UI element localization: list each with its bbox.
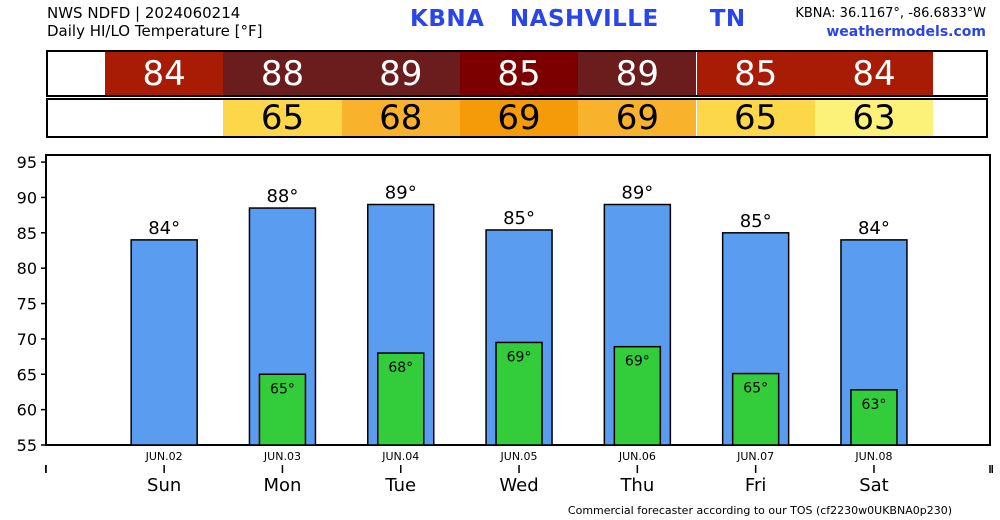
high-cell-wed: 85 <box>459 52 579 95</box>
date-label-fri: JUN.07 <box>736 450 774 463</box>
footer-note: Commercial forecaster according to our T… <box>567 504 952 517</box>
low-bar-label-thu: 69° <box>625 354 650 370</box>
high-bar-sun <box>130 239 198 446</box>
high-cell-fri: 85 <box>696 52 815 95</box>
date-label-sat: JUN.08 <box>854 450 892 463</box>
high-bar-label-wed: 85° <box>503 208 535 229</box>
date-label-thu: JUN.06 <box>618 450 656 463</box>
low-bar-fri <box>731 372 780 446</box>
high-temp-row: 84 88 89 85 89 85 84 <box>46 50 988 97</box>
site-link[interactable]: weathermodels.com <box>826 24 986 40</box>
high-bar-label-sun: 84° <box>148 218 180 239</box>
high-cell-thu: 89 <box>578 52 697 95</box>
low-cell-mon: 65 <box>223 98 342 138</box>
y-tick-label: 90 <box>17 188 37 207</box>
y-tick-label: 85 <box>17 224 37 243</box>
low-bar-label-mon: 65° <box>270 381 295 397</box>
day-label-sun: Sun <box>147 475 181 496</box>
date-label-tue: JUN.04 <box>381 450 419 463</box>
high-bar-label-sat: 84° <box>858 218 890 239</box>
low-bar-label-tue: 68° <box>388 360 413 376</box>
low-cell-tue: 68 <box>341 98 460 138</box>
low-bar-mon <box>258 373 307 446</box>
day-label-fri: Fri <box>745 475 766 496</box>
high-cell-tue: 89 <box>341 52 460 95</box>
model-run-label: NWS NDFD | 2024060214 <box>47 4 241 22</box>
header-right: KBNA: 36.1167°, -86.6833°W weathermodels… <box>795 5 986 41</box>
low-bar-label-fri: 65° <box>743 381 768 397</box>
high-cell-sun: 84 <box>105 52 224 95</box>
low-bar-thu <box>613 345 662 446</box>
high-bar-label-fri: 85° <box>740 211 772 232</box>
station-title: KBNA NASHVILLE TN <box>410 6 746 32</box>
y-tick-label: 60 <box>17 401 37 420</box>
y-tick-label: 55 <box>17 436 37 455</box>
high-cell-sat: 84 <box>814 52 934 95</box>
high-cell-mon: 88 <box>223 52 342 95</box>
y-tick-label: 95 <box>17 153 37 172</box>
low-bar-label-wed: 69° <box>507 349 532 365</box>
y-tick-label: 75 <box>17 295 37 314</box>
low-cell-thu: 69 <box>578 98 697 138</box>
header-left: NWS NDFD | 2024060214 Daily HI/LO Temper… <box>47 4 263 40</box>
low-cell-fri: 65 <box>696 98 815 138</box>
y-tick-label: 70 <box>17 330 37 349</box>
high-bar-label-tue: 89° <box>385 183 417 204</box>
low-bar-label-sat: 63° <box>862 397 887 413</box>
low-cell-wed: 69 <box>459 98 579 138</box>
y-tick-label: 80 <box>17 259 37 278</box>
date-label-sun: JUN.02 <box>145 450 183 463</box>
low-cell-sat: 63 <box>814 98 934 138</box>
day-label-thu: Thu <box>619 475 654 496</box>
date-label-wed: JUN.05 <box>500 450 538 463</box>
station-coordinates: KBNA: 36.1167°, -86.6833°W <box>795 6 986 21</box>
low-bar-wed <box>495 341 543 446</box>
high-bar-label-mon: 88° <box>266 186 298 207</box>
high-bar-label-thu: 89° <box>621 183 653 204</box>
day-label-wed: Wed <box>499 475 538 496</box>
day-label-mon: Mon <box>263 475 301 496</box>
date-label-mon: JUN.03 <box>263 450 301 463</box>
low-temp-row: 65 68 69 69 65 63 <box>46 98 988 138</box>
day-label-tue: Tue <box>384 475 416 496</box>
day-label-sat: Sat <box>859 475 889 496</box>
y-tick-label: 65 <box>17 365 37 384</box>
chart-subtitle: Daily HI/LO Temperature [°F] <box>47 22 263 40</box>
low-bar-sat <box>850 389 898 446</box>
low-bar-tue <box>377 352 425 446</box>
